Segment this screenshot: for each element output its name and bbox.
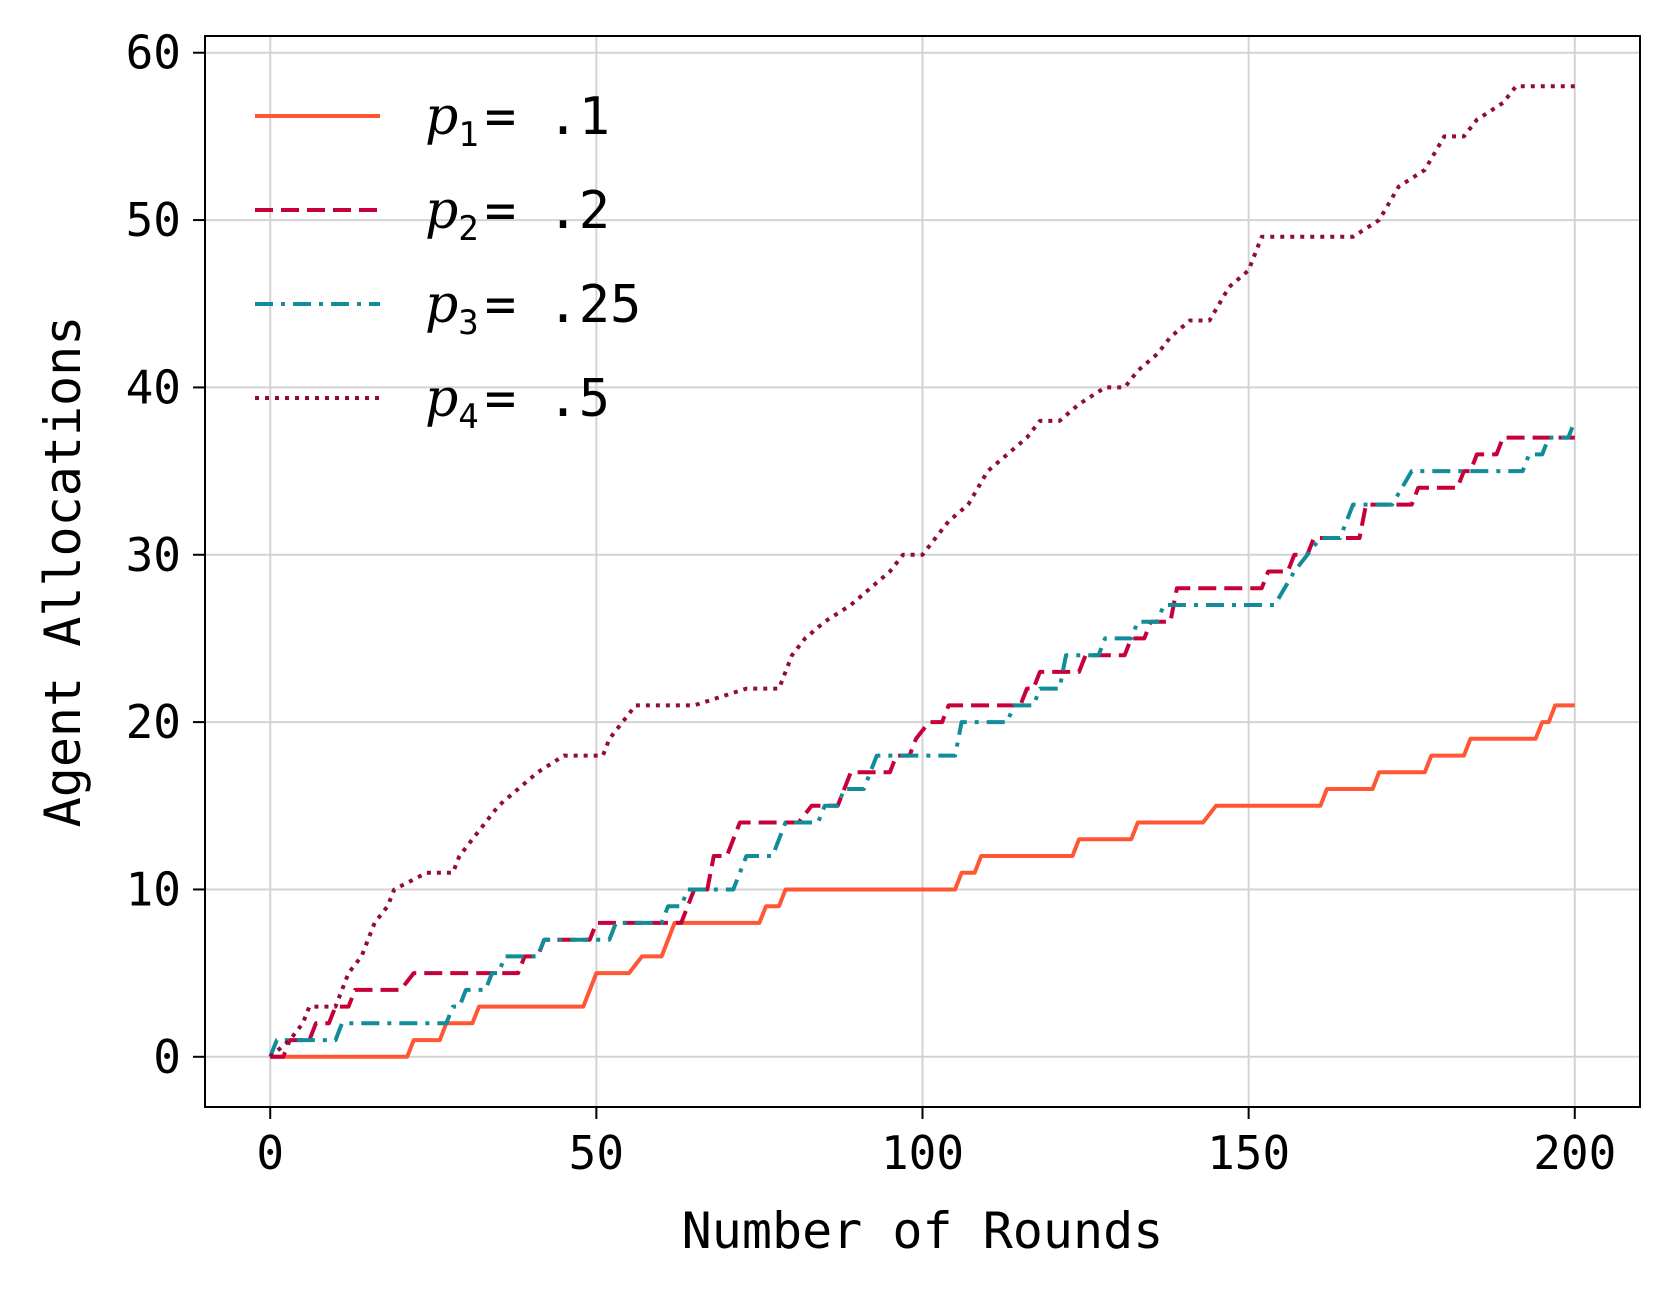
axis-ticks: 0 50 100 150 200 0 10 20 30 40 50 60 bbox=[126, 26, 1617, 1180]
x-tick-label: 0 bbox=[256, 1126, 284, 1180]
x-tick-label: 150 bbox=[1207, 1126, 1290, 1180]
legend-symbol: p bbox=[425, 369, 458, 429]
y-axis-label: Agent Allocations bbox=[34, 316, 92, 828]
y-tick-label: 10 bbox=[126, 862, 181, 916]
legend-subscript: 1 bbox=[458, 115, 478, 155]
legend-subscript: 4 bbox=[458, 397, 478, 437]
series-line-p3 bbox=[268, 420, 1577, 1058]
y-tick-label: 50 bbox=[126, 193, 181, 247]
x-tick-label: 200 bbox=[1533, 1126, 1616, 1180]
x-tick-label: 50 bbox=[569, 1126, 624, 1180]
y-tick-label: 0 bbox=[153, 1030, 181, 1084]
y-tick-label: 40 bbox=[126, 360, 181, 414]
legend-label-p2: p2 = .2 bbox=[425, 181, 610, 249]
legend-subscript: 3 bbox=[458, 303, 478, 343]
y-tick-label: 60 bbox=[126, 26, 181, 80]
x-tick-label: 100 bbox=[881, 1126, 964, 1180]
y-tick-label: 30 bbox=[126, 528, 181, 582]
x-axis-label: Number of Rounds bbox=[682, 1202, 1164, 1260]
y-tick-label: 20 bbox=[126, 695, 181, 749]
series-line-p1 bbox=[270, 703, 1575, 1059]
series-line-p4 bbox=[268, 84, 1575, 1059]
legend-subscript: 2 bbox=[458, 209, 478, 249]
legend-label-p3: p3 = .25 bbox=[425, 275, 641, 343]
series-lines bbox=[268, 84, 1577, 1059]
grid-lines bbox=[205, 36, 1640, 1107]
legend-label-p1: p1 = .1 bbox=[425, 87, 610, 155]
legend-value: = .25 bbox=[485, 275, 642, 335]
legend-symbol: p bbox=[425, 275, 458, 335]
legend-value: = .2 bbox=[485, 181, 610, 241]
legend-label-p4: p4 = .5 bbox=[425, 369, 610, 437]
legend-symbol: p bbox=[425, 181, 458, 241]
legend-value: = .5 bbox=[485, 369, 610, 429]
legend-value: = .1 bbox=[485, 87, 610, 147]
legend-symbol: p bbox=[425, 87, 458, 147]
